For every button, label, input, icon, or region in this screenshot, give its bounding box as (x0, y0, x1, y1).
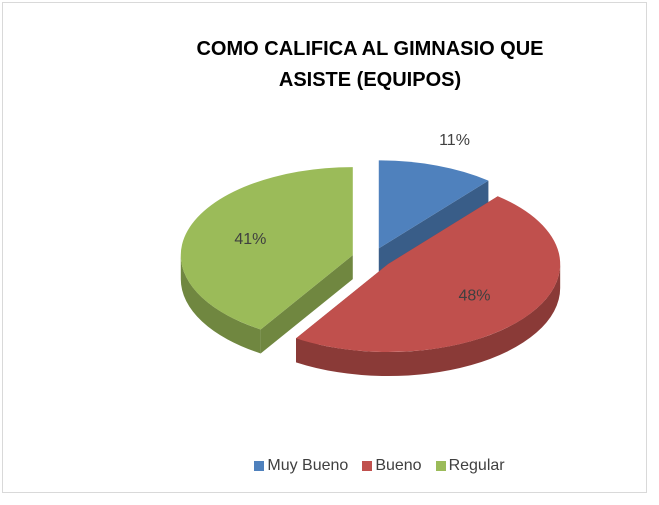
pie-slice (378, 160, 489, 249)
slice-side (296, 264, 561, 377)
slice-edge (378, 180, 489, 273)
legend-swatch (435, 461, 446, 471)
legend: Muy Bueno Bueno Regular (0, 457, 659, 475)
slice-edge (260, 255, 353, 354)
legend-item: Muy Bueno (254, 457, 348, 475)
pie-slice (180, 167, 353, 330)
legend-item: Bueno (362, 457, 422, 475)
legend-swatch (362, 461, 373, 471)
data-label: 48% (458, 287, 490, 304)
data-label: 11% (439, 132, 470, 149)
chart-frame (2, 2, 647, 493)
legend-label: Regular (448, 457, 505, 474)
chart-title: COMO CALIFICA AL GIMNASIO QUE ASISTE (EQ… (196, 38, 544, 91)
legend-item: Regular (435, 457, 505, 475)
legend-label: Muy Bueno (267, 457, 349, 474)
slice-side (180, 255, 261, 354)
pie-slice (296, 196, 561, 353)
legend-label: Bueno (375, 457, 422, 474)
data-label: 41% (234, 231, 266, 248)
legend-swatch (254, 461, 265, 471)
